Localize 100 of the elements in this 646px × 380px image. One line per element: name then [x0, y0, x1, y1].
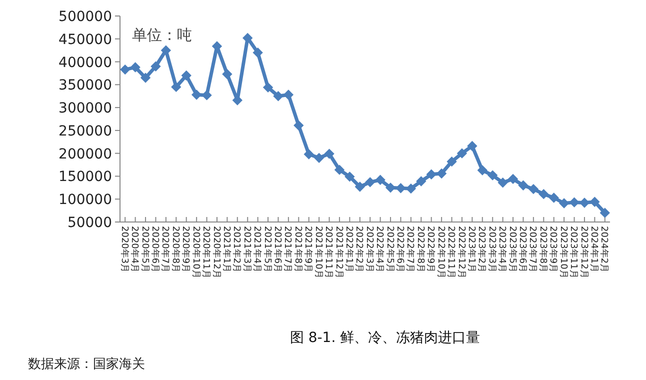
x-tick-label: 2021年11月: [323, 226, 334, 278]
y-tick-label: 50000: [67, 215, 112, 231]
x-tick-label: 2020年6月: [150, 226, 161, 273]
point: [191, 90, 202, 100]
x-tick-label: 2021年5月: [262, 226, 273, 273]
x-tick-label: 2020年10月: [190, 226, 202, 278]
x-tick-label: 2020年12月: [210, 226, 222, 278]
point: [334, 164, 345, 175]
x-tick-label: 2021年10月: [312, 226, 324, 278]
point: [600, 208, 610, 218]
x-tick-label: 2020年3月: [118, 226, 130, 273]
x-tick-label: 2023年3月: [486, 226, 498, 273]
x-tick-label: 2020年9月: [180, 226, 192, 273]
y-tick-label: 300000: [58, 100, 112, 117]
point: [130, 62, 140, 72]
point: [365, 177, 376, 188]
point: [273, 91, 284, 102]
x-tick-label: 2022年5月: [384, 226, 396, 273]
point: [222, 69, 232, 80]
x-tick-label: 2023年6月: [517, 226, 528, 273]
point: [590, 196, 600, 207]
point: [538, 188, 549, 200]
point: [548, 192, 559, 203]
text: 图 8-1. 鲜、冷、冻猪肉进口量: [290, 330, 480, 346]
point: [406, 183, 416, 194]
x-tick-label: 2021年7月: [282, 226, 294, 273]
x-tick-label: 2023年11月: [568, 226, 580, 278]
point: [354, 182, 365, 192]
point: [140, 72, 151, 83]
point: [262, 82, 274, 93]
x-tick-label: 2020年11月: [200, 226, 212, 278]
point: [344, 172, 355, 182]
point: [508, 174, 518, 184]
x-tick-label: 2022年11月: [446, 226, 457, 278]
point: [283, 90, 294, 100]
x-tick-label: 2021年4月: [252, 226, 263, 273]
point: [456, 148, 468, 158]
point: [558, 198, 570, 208]
point: [528, 184, 539, 194]
x-tick-label: 2022年3月: [364, 226, 375, 273]
point: [498, 178, 508, 188]
x-tick-label: 2023年9月: [548, 226, 559, 273]
point: [426, 169, 436, 180]
point: [120, 64, 130, 75]
x-tick-label: 2022年9月: [425, 226, 436, 273]
y-tick-label: 150000: [58, 169, 112, 186]
point: [375, 174, 386, 185]
point: [304, 149, 314, 160]
x-tick-label: 2022年12月: [456, 226, 467, 278]
point: [150, 61, 161, 72]
x-tick-label: 2022年6月: [394, 226, 406, 273]
x-tick-label: 2024年1月: [588, 226, 600, 273]
x-tick-label: 2023年10月: [558, 226, 569, 278]
x-tick-label: 2021年3月: [241, 226, 252, 273]
x-tick-label: 2021年1月: [220, 226, 232, 273]
x-tick-label: 2023年1月: [466, 226, 477, 273]
y-tick-label: 350000: [58, 78, 112, 94]
x-tick-label: 2024年2月: [598, 226, 610, 273]
y-tick-label: 100000: [58, 192, 112, 208]
x-tick-label: 2023年4月: [496, 226, 508, 273]
x-tick-label: 2021年9月: [302, 226, 314, 273]
x-tick-label: 2021年2月: [231, 226, 242, 273]
x-tick-label: 2020年8月: [170, 226, 181, 273]
x-tick-label: 2023年2月: [476, 226, 488, 273]
point: [467, 140, 478, 152]
y-tick-label: 400000: [58, 54, 112, 71]
y-tick-label: 200000: [58, 146, 112, 162]
point: [518, 180, 528, 190]
point: [385, 182, 396, 193]
point: [252, 48, 263, 58]
point: [446, 156, 457, 167]
point: [294, 120, 304, 130]
x-tick-label: 2020年7月: [160, 226, 171, 273]
point: [488, 170, 498, 180]
point: [171, 82, 182, 92]
x-tick-label: 2020年5月: [139, 226, 150, 273]
x-tick-label: 2023年12月: [578, 226, 590, 278]
x-tick-label: 2021年8月: [292, 226, 304, 273]
point: [416, 176, 426, 186]
point: [160, 45, 172, 56]
point: [569, 197, 580, 208]
x-tick-label: 2022年4月: [374, 226, 386, 273]
point: [324, 148, 334, 159]
y-tick-label: 250000: [58, 123, 112, 140]
annotation: 单位：吨: [132, 26, 192, 44]
y-tick-label: 450000: [58, 32, 112, 48]
x-tick-label: 2023年5月: [506, 226, 518, 273]
x-tick-label: 2021年6月: [272, 226, 284, 273]
x-tick-label: 2022年7月: [404, 226, 416, 273]
x-tick-label: 2022年10月: [435, 226, 446, 278]
source-note: 数据来源：国家海关: [28, 356, 145, 372]
x-tick-label: 2022年8月: [414, 226, 426, 273]
x-tick-label: 2022年1月: [343, 226, 354, 273]
point: [579, 198, 590, 208]
x-tick-label: 2020年4月: [129, 226, 140, 273]
x-tick-label: 2021年12月: [333, 226, 344, 278]
x-tick-label: 2022年2月: [354, 226, 365, 273]
point: [181, 70, 192, 81]
point: [477, 165, 488, 176]
x-tick-label: 2023年8月: [537, 226, 548, 273]
